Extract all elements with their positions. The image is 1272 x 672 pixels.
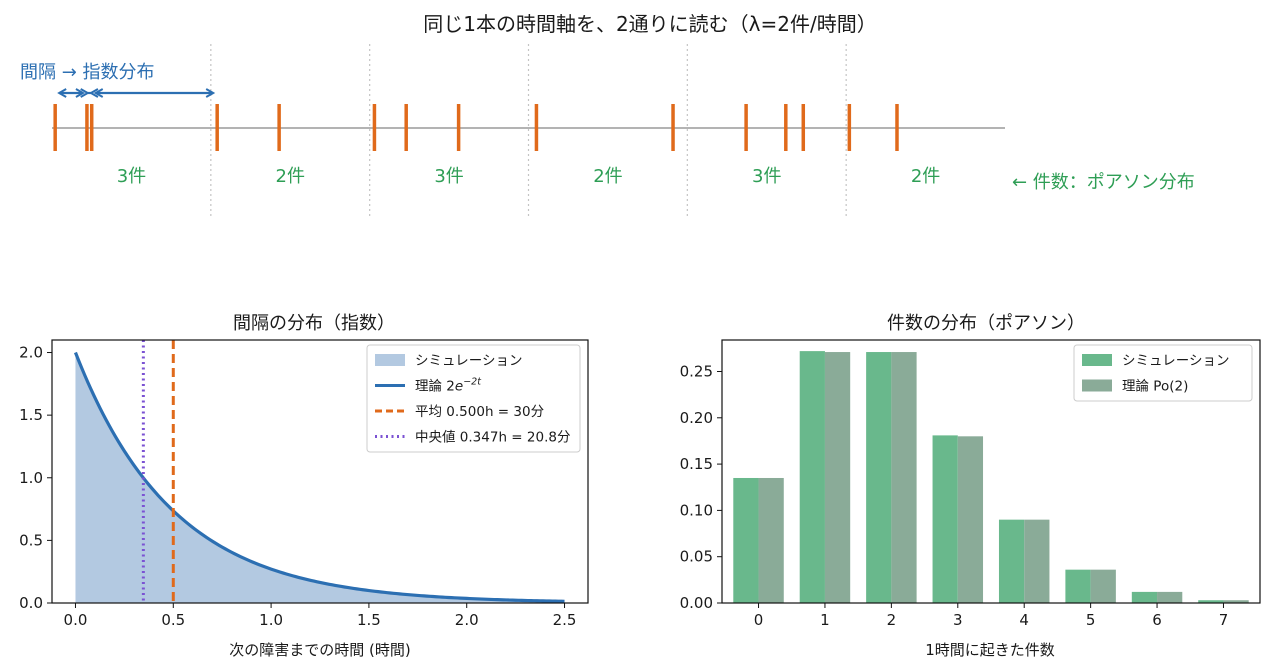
bar-simulation-1 xyxy=(799,351,825,603)
hour-count-label: 3件 xyxy=(117,166,146,187)
y-tick-label: 2.0 xyxy=(19,344,43,362)
x-tick-label: 3 xyxy=(953,611,963,629)
legend-label: シミュレーション xyxy=(415,353,522,369)
legend-swatch-simulation xyxy=(375,354,405,366)
bar-theory-2 xyxy=(891,352,917,603)
legend-label: 理論 Po(2) xyxy=(1122,379,1188,395)
y-tick-label: 0.20 xyxy=(680,409,713,427)
y-tick-label: 0.10 xyxy=(680,501,713,519)
x-tick-label: 1.0 xyxy=(259,611,283,629)
x-tick-label: 2.5 xyxy=(553,611,577,629)
legend-box xyxy=(366,344,581,453)
y-tick-label: 1.5 xyxy=(19,406,43,424)
interval-arrow xyxy=(57,88,85,98)
bar-theory-7 xyxy=(1223,600,1249,603)
interval-arrow-head-right xyxy=(205,88,216,98)
interval-arrow xyxy=(93,88,216,98)
interval-label: 間隔 → 指数分布 xyxy=(20,62,155,83)
bar-simulation-0 xyxy=(733,477,759,603)
hour-count-label: 2件 xyxy=(911,166,940,187)
y-tick-label: 1.0 xyxy=(19,469,43,487)
legend-label: 中央値 0.347h = 20.8分 xyxy=(415,430,570,446)
bar-theory-1 xyxy=(824,352,851,603)
interval-arrow-head-right xyxy=(80,88,90,98)
y-tick-label: 0.0 xyxy=(19,594,43,612)
right-x-axis-label: 1時間に起きた件数 xyxy=(925,641,1055,659)
x-tick-label: 0.0 xyxy=(64,611,88,629)
x-tick-label: 7 xyxy=(1219,611,1229,629)
x-tick-label: 1.5 xyxy=(357,611,381,629)
x-tick-label: 2.0 xyxy=(455,611,479,629)
hour-count-label: 3件 xyxy=(752,166,781,187)
legend-label-theory: 理論 2e−2t xyxy=(415,377,482,395)
timeline-panel: 間隔 → 指数分布 ← 件数：ポアソン分布 3件 2件 3件 2件 3件 2件 xyxy=(20,44,1195,218)
bar-theory-4 xyxy=(1024,519,1050,603)
y-tick-label: 0.00 xyxy=(680,594,713,612)
left-chart-title: 間隔の分布（指数） xyxy=(233,313,395,334)
interval-arrow xyxy=(80,88,99,98)
left-x-axis-label: 次の障害までの時間 (時間) xyxy=(229,641,410,659)
legend-box xyxy=(1073,344,1253,402)
hour-count-label: 2件 xyxy=(593,166,622,187)
bar-simulation-7 xyxy=(1198,600,1224,603)
bar-theory-0 xyxy=(758,477,784,603)
figure-title: 同じ1本の時間軸を、2通りに読む（λ=2件/時間） xyxy=(423,12,877,36)
legend-swatch xyxy=(1082,354,1112,366)
bar-simulation-6 xyxy=(1131,591,1158,603)
x-tick-label: 4 xyxy=(1019,611,1029,629)
legend-label: シミュレーション xyxy=(1122,353,1229,369)
simulation-histogram-area xyxy=(75,352,565,603)
bar-simulation-2 xyxy=(866,352,892,603)
right-plot-frame xyxy=(721,339,1261,604)
legend-label: 平均 0.500h = 30分 xyxy=(415,404,544,420)
bar-simulation-4 xyxy=(998,519,1025,603)
exponential-panel: 間隔の分布（指数） 次の障害までの時間 (時間) 0.0 0.5 1.0 1.5 2.0… xyxy=(19,313,589,659)
x-tick-label: 0 xyxy=(754,611,764,629)
x-tick-label: 0.5 xyxy=(161,611,185,629)
count-label: ← 件数：ポアソン分布 xyxy=(1012,172,1195,193)
bar-simulation-5 xyxy=(1065,569,1091,603)
bar-theory-3 xyxy=(957,436,984,603)
y-tick-label: 0.15 xyxy=(680,455,713,473)
y-tick-label: 0.5 xyxy=(19,531,43,549)
x-tick-label: 1 xyxy=(820,611,830,629)
bar-theory-6 xyxy=(1157,591,1183,603)
x-tick-label: 2 xyxy=(887,611,897,629)
y-tick-label: 0.25 xyxy=(680,362,713,380)
poisson-panel: 件数の分布（ポアソン） 1時間に起きた件数 0 1 2 3 4 5 6 7 0.00 0.05 0.… xyxy=(680,313,1261,659)
hour-count-label: 3件 xyxy=(434,166,463,187)
y-tick-label: 0.05 xyxy=(680,548,713,566)
interval-arrow-head-left xyxy=(88,88,99,98)
x-tick-label: 5 xyxy=(1086,611,1096,629)
interval-arrow-head-left xyxy=(93,88,104,98)
bar-simulation-3 xyxy=(932,435,958,603)
legend-swatch xyxy=(1082,379,1112,392)
theory-exponential-curve xyxy=(73,351,565,603)
bar-theory-5 xyxy=(1090,569,1116,603)
hour-count-label: 2件 xyxy=(276,166,305,187)
left-plot-frame xyxy=(51,339,589,604)
interval-arrow-head-right xyxy=(75,88,85,98)
right-chart-title: 件数の分布（ポアソン） xyxy=(887,313,1085,334)
x-tick-label: 6 xyxy=(1152,611,1162,629)
interval-arrow-head-left xyxy=(57,88,67,98)
